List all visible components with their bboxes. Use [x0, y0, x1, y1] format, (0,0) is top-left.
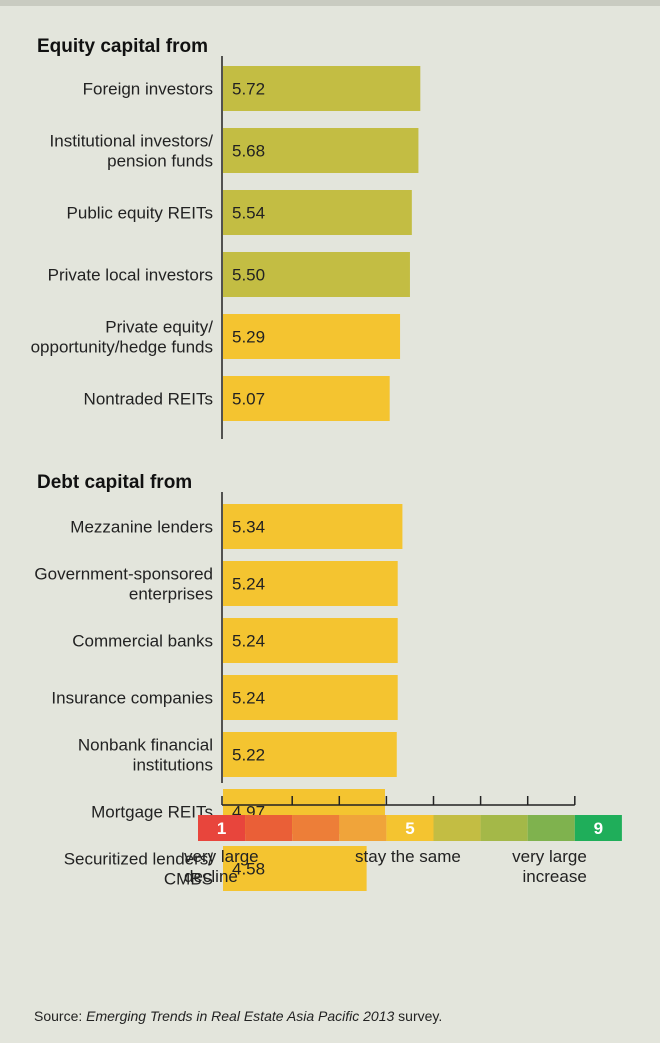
scale-number: 5 [405, 819, 414, 838]
bar-value-label: 5.24 [232, 575, 265, 594]
category-label: Insurance companies [51, 689, 213, 708]
bar-value-label: 5.68 [232, 142, 265, 161]
scale-swatch [339, 815, 387, 841]
bar-value-label: 5.07 [232, 390, 265, 409]
category-label-line: Securitized lenders/ [64, 850, 214, 869]
category-label: Foreign investors [83, 80, 213, 99]
category-label: Government-sponsored enterprises [34, 565, 213, 604]
scale-caption-line: stay the same [355, 847, 461, 866]
scale-caption-line: decline [184, 867, 238, 886]
category-label: Securitized lenders/CMBS [64, 850, 214, 889]
bar [223, 190, 412, 235]
bar-group-1: Equity capital from 5.72 Foreign investors… [31, 36, 421, 439]
scale-caption: stay the same [355, 847, 461, 866]
scale-caption-line: very large [512, 847, 587, 866]
bar-value-label: 5.24 [232, 689, 265, 708]
category-label-line: Insurance companies [51, 689, 213, 708]
category-label-line: Nonbank financial [78, 736, 213, 755]
scale-swatch [245, 815, 293, 841]
category-label-line: Foreign investors [83, 80, 213, 99]
category-label: Mortgage REITs [91, 803, 213, 822]
scale-caption: very large decline [184, 847, 259, 886]
source-title: Emerging Trends in Real Estate Asia Paci… [86, 1008, 395, 1024]
bar [223, 128, 419, 173]
capital-availability-chart: Equity capital from 5.72 Foreign investors… [31, 36, 622, 891]
category-label: Public equity REITs [67, 204, 213, 223]
category-label-line: CMBS [164, 870, 213, 889]
bar [223, 846, 367, 891]
category-label-line: institutions [133, 756, 213, 775]
bar-value-label: 5.54 [232, 204, 265, 223]
bar-value-label: 5.34 [232, 518, 265, 537]
bar [223, 314, 401, 359]
scale-swatch [480, 815, 528, 841]
category-label: Institutional investors/pension funds [50, 132, 214, 171]
category-label-line: opportunity/hedge funds [31, 338, 213, 357]
category-label-line: Mezzanine lenders [70, 518, 213, 537]
scale-swatch [527, 815, 575, 841]
bar [223, 618, 398, 663]
scale-swatch [386, 815, 434, 841]
category-label: Private local investors [48, 266, 213, 285]
bar-group-2: Debt capital from 5.34 Mezzanine lenders 5.… [34, 472, 403, 891]
category-label-line: Nontraded REITs [84, 390, 213, 409]
category-label-line: Government-sponsored [34, 565, 213, 584]
source-prefix: Source: [34, 1008, 87, 1024]
category-label-line: pension funds [107, 152, 213, 171]
category-label: Nonbank financial institutions [78, 736, 213, 775]
bar [223, 252, 410, 297]
category-label-line: Commercial banks [72, 632, 213, 651]
scale-number: 1 [217, 819, 226, 838]
bar-value-label: 4.58 [232, 860, 265, 879]
bar-value-label: 5.22 [232, 746, 265, 765]
scale-swatch [574, 815, 622, 841]
bar [223, 504, 403, 549]
category-label: Commercial banks [72, 632, 213, 651]
source-suffix: survey. [394, 1008, 443, 1024]
scale-swatch [292, 815, 340, 841]
bar-value-label: 5.24 [232, 632, 265, 651]
scale-swatch [198, 815, 246, 841]
group-title: Debt capital from [37, 472, 192, 493]
bar [223, 675, 398, 720]
bar [223, 561, 398, 606]
group-title: Equity capital from [37, 36, 208, 57]
top-rule [0, 0, 660, 6]
bar-value-label: 5.72 [232, 80, 265, 99]
scale-caption-line: very large [184, 847, 259, 866]
category-label-line: Private local investors [48, 266, 213, 285]
source-note: Source: Emerging Trends in Real Estate A… [34, 1008, 442, 1024]
category-label: Private equity/opportunity/hedge funds [31, 318, 214, 357]
scale-caption-line: increase [523, 867, 587, 886]
bar [223, 732, 397, 777]
category-label: Nontraded REITs [84, 390, 213, 409]
scale-number: 9 [594, 819, 603, 838]
category-label: Mezzanine lenders [70, 518, 213, 537]
category-label-line: Institutional investors/ [50, 132, 214, 151]
bar [223, 66, 421, 111]
category-label-line: Private equity/ [105, 318, 213, 337]
bar [223, 376, 390, 421]
category-label-line: Public equity REITs [67, 204, 213, 223]
bar-value-label: 5.50 [232, 266, 265, 285]
category-label-line: Mortgage REITs [91, 803, 213, 822]
category-label-line: enterprises [129, 585, 213, 604]
scale-swatch [433, 815, 481, 841]
scale-caption: very large increase [512, 847, 587, 886]
bar-value-label: 5.29 [232, 328, 265, 347]
